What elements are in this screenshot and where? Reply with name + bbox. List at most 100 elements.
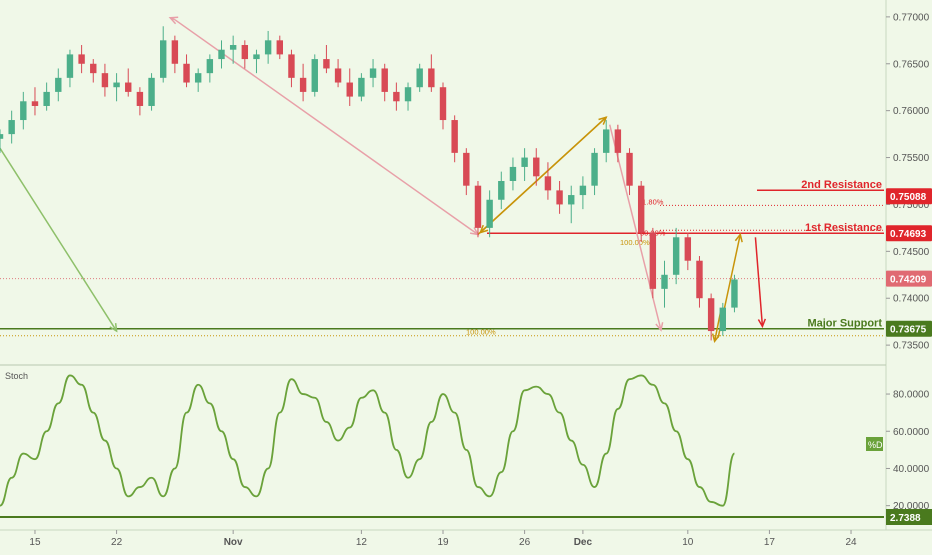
candle-body [626, 152, 633, 186]
current-price-tag-text: 0.74209 [890, 275, 927, 286]
stoch-legend-box [866, 437, 883, 451]
time-tick-label: 10 [682, 537, 694, 548]
candle-body [229, 45, 237, 50]
candle-body [533, 157, 540, 177]
candle-body [358, 77, 365, 97]
time-tick-label: 26 [519, 537, 531, 548]
candle-body [498, 181, 505, 200]
resistance-1-tag-text: 0.74693 [890, 229, 927, 240]
resistance-1-tag [886, 225, 932, 242]
candle-body [428, 68, 435, 88]
resistance-2-tag [886, 188, 932, 205]
candle-body [591, 152, 598, 186]
candle-body [719, 307, 726, 332]
time-tick-label: 22 [111, 537, 123, 548]
fib-label: 100.00% [466, 328, 496, 337]
candle-body [707, 298, 715, 332]
red-arrow-head [757, 318, 767, 329]
candle-body [568, 195, 575, 205]
time-tick-label: 12 [356, 537, 368, 548]
candle-body [253, 54, 260, 60]
red-arrow [754, 237, 764, 327]
stoch-d-line [0, 374, 736, 507]
candle-body [113, 82, 120, 88]
candle-body [544, 176, 552, 191]
major-support-label: Major Support [807, 318, 882, 330]
candle-body [125, 82, 132, 92]
stoch-tick-label: 40.0000 [893, 464, 930, 475]
candle-body [101, 73, 109, 88]
stoch-tick-label: 80.0000 [893, 390, 930, 401]
candle-body [346, 82, 353, 97]
time-tick-label: 15 [29, 537, 41, 548]
candle-body [299, 77, 307, 92]
major-support-tag [886, 320, 932, 337]
candle-body [136, 91, 144, 106]
candle-body [311, 59, 318, 92]
pink-arrow-2-head [655, 322, 664, 332]
stoch-legend-label: %D [868, 440, 883, 450]
candle-body [381, 68, 388, 92]
candle-body [556, 190, 563, 205]
gold-arrow-1-back [479, 116, 607, 234]
candle-body [171, 40, 179, 64]
candle-body [323, 59, 330, 69]
price-tick-label: 0.77000 [893, 12, 930, 23]
candle-body [684, 237, 692, 261]
candle-body [334, 68, 342, 83]
candle-body [90, 63, 97, 74]
candle-body [521, 157, 528, 167]
stoch-value-text: 2.7388 [890, 513, 921, 524]
candle-body [31, 101, 39, 106]
price-tick-label: 0.76500 [893, 59, 930, 70]
fib-label: 100.00% [620, 238, 650, 247]
green-arrow [0, 147, 118, 332]
candle-body [614, 129, 622, 153]
candle-body [439, 87, 447, 121]
price-tick-label: 0.73500 [893, 341, 930, 352]
candle-body [672, 237, 680, 275]
time-tick-label: Nov [224, 537, 243, 548]
price-tick-label: 0.74000 [893, 294, 930, 305]
candle-body [404, 87, 412, 102]
resistance-2-label: 2nd Resistance [801, 179, 882, 191]
candle-body [0, 134, 4, 139]
fib-label: 61.80% [638, 197, 664, 206]
candle-body [8, 120, 15, 135]
gold-arrow-3-head [734, 232, 743, 243]
candle-body [148, 77, 155, 106]
pink-arrow-1-start-head [168, 16, 179, 25]
time-tick-label: 17 [764, 537, 776, 548]
candle-body [637, 185, 645, 233]
candle-body [43, 91, 50, 106]
price-tick-label: 0.74500 [893, 247, 930, 258]
pink-arrow-1 [174, 19, 479, 236]
candle-body [206, 59, 214, 74]
candle-body [579, 185, 587, 196]
candle-body [369, 68, 377, 78]
candle-body [661, 274, 668, 289]
stoch-tick-label: 60.0000 [893, 427, 930, 438]
price-tick-label: 0.76000 [893, 106, 930, 117]
candle-body [603, 129, 610, 153]
candle-body [218, 49, 225, 60]
major-support-tag-text: 0.73675 [890, 325, 927, 336]
candle-body [160, 40, 167, 78]
candle-body [509, 166, 517, 181]
candle-body [451, 120, 458, 153]
candle-body [55, 77, 62, 92]
current-price-tag [886, 270, 932, 287]
stoch-tick-label: 20.0000 [893, 501, 930, 512]
time-tick-label: 24 [845, 537, 857, 548]
candle-body [731, 279, 738, 308]
candle-body [66, 54, 74, 78]
resistance-1-label: 1st Resistance [805, 222, 882, 234]
time-tick-label: Dec [574, 537, 593, 548]
candle-body [393, 91, 400, 102]
price-tick-label: 0.75500 [893, 153, 930, 164]
candle-body [78, 54, 85, 64]
candle-body [649, 232, 657, 289]
candle-body [20, 101, 27, 121]
